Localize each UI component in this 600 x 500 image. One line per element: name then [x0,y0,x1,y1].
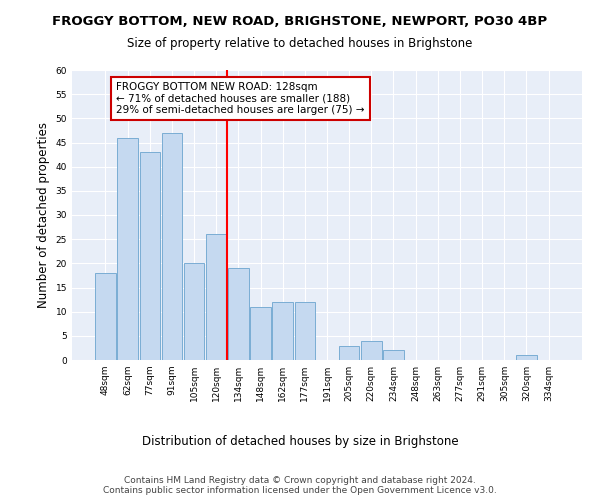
Text: Size of property relative to detached houses in Brighstone: Size of property relative to detached ho… [127,38,473,51]
Bar [161,133,182,360]
Text: Distribution of detached houses by size in Brighstone: Distribution of detached houses by size … [142,435,458,448]
Text: FROGGY BOTTOM, NEW ROAD, BRIGHSTONE, NEWPORT, PO30 4BP: FROGGY BOTTOM, NEW ROAD, BRIGHSTONE, NEW… [52,15,548,28]
Bar [383,350,404,360]
Bar [272,302,293,360]
Bar [361,340,382,360]
Bar [516,355,536,360]
Bar [184,264,204,360]
Bar [295,302,315,360]
Bar [140,152,160,360]
Bar [95,273,116,360]
Text: FROGGY BOTTOM NEW ROAD: 128sqm
← 71% of detached houses are smaller (188)
29% of: FROGGY BOTTOM NEW ROAD: 128sqm ← 71% of … [116,82,365,116]
Y-axis label: Number of detached properties: Number of detached properties [37,122,50,308]
Bar [339,346,359,360]
Bar [118,138,138,360]
Bar [228,268,248,360]
Bar [250,307,271,360]
Text: Contains HM Land Registry data © Crown copyright and database right 2024.
Contai: Contains HM Land Registry data © Crown c… [103,476,497,495]
Bar [206,234,226,360]
